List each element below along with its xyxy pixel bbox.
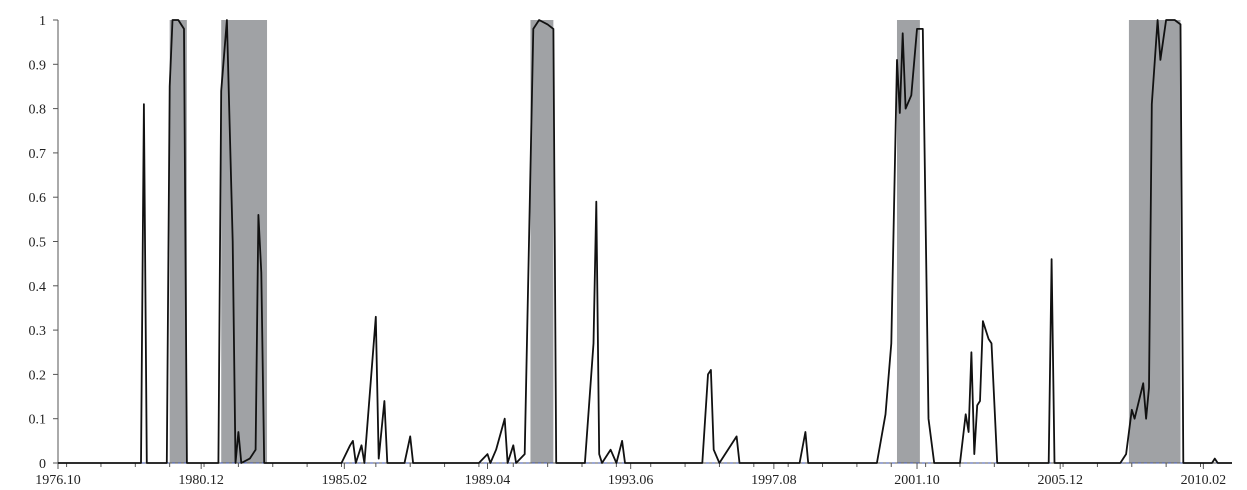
x-tick-label: 1985.02 — [322, 473, 368, 488]
y-tick-label: 0.8 — [29, 103, 47, 118]
y-tick-label: 0.2 — [29, 368, 47, 383]
x-tick-label: 2010.02 — [1181, 473, 1227, 488]
y-tick-label: 1 — [39, 14, 46, 29]
x-tick-label: 1989.04 — [465, 473, 511, 488]
shaded-periods — [169, 20, 1181, 463]
x-tick-label: 1976.10 — [35, 473, 81, 488]
series-line-0 — [58, 19, 1232, 464]
x-tick-label: 2001.10 — [894, 473, 940, 488]
shaded-period-3 — [896, 20, 920, 463]
y-tick-label: 0.6 — [29, 191, 47, 206]
y-tick-label: 0.9 — [29, 58, 47, 73]
y-tick-label: 0.7 — [29, 147, 47, 162]
y-tick-label: 0.5 — [29, 236, 47, 251]
shaded-period-4 — [1128, 20, 1181, 463]
shaded-period-2 — [530, 20, 554, 463]
y-tick-label: 0 — [39, 457, 46, 472]
x-tick-label: 1980.12 — [178, 473, 224, 488]
x-tick-label: 2005.12 — [1037, 473, 1083, 488]
x-tick-label: 1997.08 — [751, 473, 797, 488]
x-tick-label: 1993.06 — [608, 473, 654, 488]
y-tick-label: 0.4 — [29, 280, 47, 295]
tick-labels: 0 0.1 0.2 0.3 0.4 0.5 0.6 0.7 0.8 0.9 1 1976.10 1980… — [29, 14, 1227, 488]
y-tick-label: 0.3 — [29, 324, 47, 339]
y-tick-label: 0.1 — [29, 413, 47, 428]
shaded-period-0 — [169, 20, 187, 463]
series — [58, 19, 1232, 464]
